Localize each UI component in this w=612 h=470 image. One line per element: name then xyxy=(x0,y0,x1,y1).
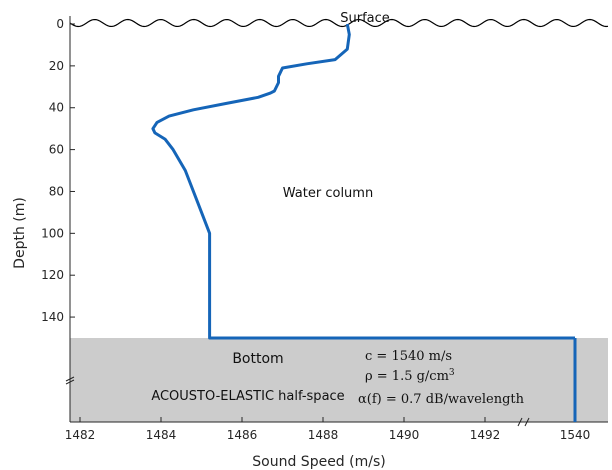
series-layer xyxy=(151,23,577,422)
x-axis-break-mark xyxy=(517,417,530,427)
y-tick-label: 100 xyxy=(41,226,64,240)
x-axis-title: Sound Speed (m/s) xyxy=(252,454,385,470)
half-space-label: ACOUSTO-ELASTIC half-space xyxy=(151,389,344,404)
y-axis-break-mark xyxy=(65,376,75,385)
sound-speed-parameter: c = 1540 m/s xyxy=(365,349,452,364)
water-column-label: Water column xyxy=(283,186,373,201)
x-tick-label: 1484 xyxy=(146,428,177,442)
bottom-half-space xyxy=(70,338,608,422)
y-tick-label: 0 xyxy=(56,17,64,31)
surface-label: Surface xyxy=(340,11,390,26)
y-axis-title: Depth (m) xyxy=(12,197,28,269)
y-tick-label: 40 xyxy=(49,101,64,115)
y-tick-label: 120 xyxy=(41,268,64,282)
y-tick-label: 80 xyxy=(49,184,64,198)
x-tick-label: 1482 xyxy=(65,428,96,442)
y-tick-label: 20 xyxy=(49,59,64,73)
x-tick-label: 1488 xyxy=(308,428,339,442)
x-tick-label: 1486 xyxy=(227,428,258,442)
sea-surface-wave xyxy=(69,18,609,28)
y-tick-label: 140 xyxy=(41,310,64,324)
density-unit-exponent: 3 xyxy=(449,368,455,378)
tick-labels: 0 20 40 60 80 100 120 140 1482 1484 1486 1488 1490 14… xyxy=(41,17,590,442)
sound-speed-profile-line-1 xyxy=(151,23,575,340)
x-tick-label: 1490 xyxy=(389,428,420,442)
axis-ticks xyxy=(70,23,576,422)
x-tick-label: 1540 xyxy=(560,428,591,442)
density-parameter-text: ρ = 1.5 g/cm xyxy=(365,369,449,384)
bottom-label: Bottom xyxy=(232,351,283,367)
x-tick-label: 1492 xyxy=(470,428,501,442)
density-parameter: ρ = 1.5 g/cm3 xyxy=(365,368,455,384)
attenuation-parameter: α(f) = 0.7 dB/wavelength xyxy=(358,392,525,407)
y-tick-label: 60 xyxy=(49,143,64,157)
